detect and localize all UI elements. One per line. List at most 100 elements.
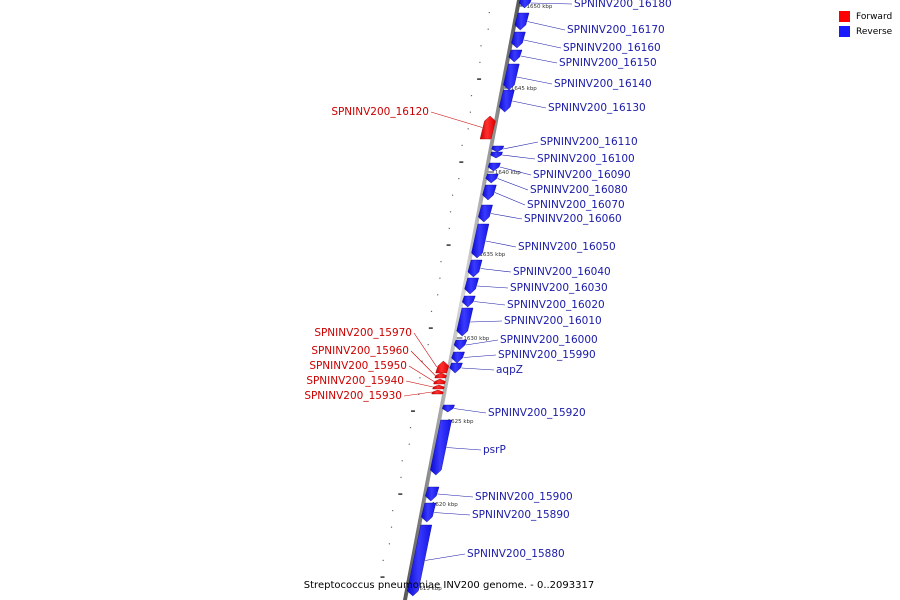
gene-label[interactable]: SPNINV200_16090 [533, 169, 631, 181]
gene-label[interactable]: SPNINV200_16120 [331, 106, 429, 118]
gene-label[interactable]: SPNINV200_15880 [467, 548, 565, 560]
gene-feature-reverse[interactable] [478, 204, 493, 223]
gene-label[interactable]: SPNINV200_15960 [311, 345, 409, 357]
label-leader-line [490, 213, 523, 220]
label-leader-line [403, 391, 433, 397]
gene-label[interactable]: SPNINV200_15920 [488, 407, 586, 419]
label-leader-line [497, 178, 529, 191]
gene-feature-reverse[interactable] [453, 339, 468, 351]
gene-label[interactable]: SPNINV200_15940 [306, 375, 404, 387]
gene-label[interactable]: SPNINV200_16070 [527, 199, 625, 211]
coordinate-mark [452, 194, 454, 196]
gene-feature-reverse[interactable] [464, 277, 479, 295]
legend-reverse-label: Reverse [856, 26, 893, 37]
gene-feature-forward[interactable] [479, 115, 496, 140]
label-leader-line [494, 192, 526, 206]
coordinate-mark [409, 427, 412, 429]
coordinate-mark [427, 344, 429, 346]
gene-feature-reverse[interactable] [487, 162, 501, 172]
gene-feature-reverse[interactable] [467, 259, 483, 278]
coordinate-mark [448, 227, 450, 229]
gene-feature-reverse[interactable] [508, 49, 523, 63]
legend-forward-label: Forward [856, 11, 893, 22]
gene-feature-forward[interactable] [431, 389, 444, 395]
gene-feature-reverse[interactable] [451, 351, 465, 364]
label-leader-line [477, 285, 509, 289]
gene-labels: SPNINV200_16180 SPNINV200_16170 SPNINV200_… [304, 0, 671, 560]
gene-feature-reverse[interactable] [461, 295, 476, 308]
gene-label[interactable]: SPNINV200_16030 [510, 282, 608, 294]
gene-feature-reverse[interactable] [456, 307, 474, 337]
gene-label[interactable]: SPNINV200_16050 [518, 241, 616, 253]
label-leader-line [453, 408, 487, 414]
gene-label[interactable]: SPNINV200_15990 [498, 349, 596, 361]
coordinate-mark [449, 211, 452, 213]
gene-feature-reverse[interactable] [421, 502, 437, 523]
strand-legend: Forward Reverse [839, 9, 892, 39]
gene-feature-reverse[interactable] [514, 12, 530, 31]
label-leaders [403, 2, 573, 561]
gene-feature-forward[interactable] [434, 372, 447, 379]
gene-feature-forward[interactable] [435, 360, 450, 374]
label-leader-line [520, 55, 558, 64]
gene-feature-reverse[interactable] [407, 524, 433, 597]
gene-feature-reverse[interactable] [425, 486, 440, 502]
gene-label[interactable]: psrP [483, 444, 506, 456]
legend-forward[interactable]: Forward [839, 9, 892, 24]
gene-feature-forward[interactable] [432, 384, 445, 390]
gene-label[interactable]: aqpZ [496, 364, 523, 376]
gene-label[interactable]: SPNINV200_16000 [500, 334, 598, 346]
label-leader-line [499, 166, 532, 176]
gene-feature-reverse[interactable] [518, 0, 532, 9]
gene-feature-reverse[interactable] [485, 173, 499, 184]
gene-label[interactable]: SPNINV200_16160 [563, 42, 661, 54]
gene-feature-reverse[interactable] [511, 31, 526, 49]
coordinate-mark [428, 327, 433, 329]
gene-feature-reverse[interactable] [482, 184, 497, 201]
gene-label[interactable]: SPNINV200_16040 [513, 266, 611, 278]
gene-label[interactable]: SPNINV200_16020 [507, 299, 605, 311]
label-leader-line [480, 268, 512, 273]
label-leader-line [465, 339, 499, 346]
label-leader-line [410, 350, 436, 376]
label-leader-line [424, 553, 466, 561]
genome-caption: Streptococcus pneumoniae INV200 genome. … [304, 580, 594, 591]
gene-label[interactable]: SPNINV200_16130 [548, 102, 646, 114]
gene-feature-reverse[interactable] [449, 362, 463, 374]
label-leader-line [405, 380, 434, 388]
coordinate-mark [437, 294, 439, 296]
gene-label[interactable]: SPNINV200_16170 [567, 24, 665, 36]
gene-feature-reverse[interactable] [491, 145, 505, 153]
gene-label[interactable]: SPNINV200_16010 [504, 315, 602, 327]
gene-label[interactable]: SPNINV200_16180 [574, 0, 672, 10]
gene-feature-forward[interactable] [433, 378, 446, 385]
label-leader-line [516, 76, 553, 85]
legend-reverse[interactable]: Reverse [839, 24, 892, 39]
coordinate-mark [477, 78, 482, 80]
gene-label[interactable]: SPNINV200_15930 [304, 390, 402, 402]
label-leader-line [437, 493, 474, 498]
coordinate-mark [398, 493, 403, 495]
gene-label[interactable]: SPNINV200_16080 [530, 184, 628, 196]
gene-feature-reverse[interactable] [503, 63, 520, 91]
gene-label[interactable]: SPNINV200_15890 [472, 509, 570, 521]
gene-feature-reverse[interactable] [490, 151, 503, 159]
gene-label[interactable]: SPNINV200_16150 [559, 57, 657, 69]
gene-label[interactable]: SPNINV200_15900 [475, 491, 573, 503]
gene-feature-reverse[interactable] [498, 89, 515, 113]
gene-label[interactable]: SPNINV200_16140 [554, 78, 652, 90]
gene-feature-reverse[interactable] [471, 223, 490, 259]
coordinate-mark [470, 95, 473, 97]
coordinate-mark [487, 28, 489, 30]
gene-label[interactable]: SPNINV200_16060 [524, 213, 622, 225]
kbp-tick-label: 1615 kbp [416, 586, 442, 592]
coordinate-mark [446, 244, 451, 246]
gene-label[interactable]: SPNINV200_15950 [309, 360, 407, 372]
gene-label[interactable]: SPNINV200_15970 [314, 327, 412, 339]
gene-feature-reverse[interactable] [430, 419, 452, 476]
gene-label[interactable]: SPNINV200_16100 [537, 153, 635, 165]
gene-label[interactable]: SPNINV200_16110 [540, 136, 638, 148]
gene-feature-reverse[interactable] [441, 404, 455, 413]
label-leader-line [503, 141, 539, 150]
